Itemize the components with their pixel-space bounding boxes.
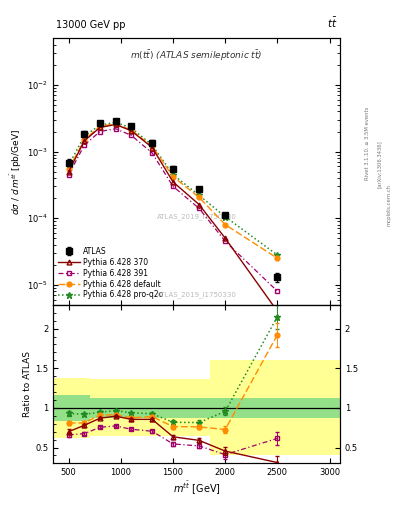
Text: $t\bar{t}$: $t\bar{t}$	[327, 16, 337, 30]
Line: Pythia 6.428 pro-q2o: Pythia 6.428 pro-q2o	[65, 119, 281, 259]
Pythia 6.428 391	[82, 142, 87, 148]
Pythia 6.428 391	[113, 125, 118, 132]
Pythia 6.428 default	[223, 222, 228, 228]
Pythia 6.428 default	[113, 121, 118, 127]
Pythia 6.428 default	[197, 195, 202, 201]
Pythia 6.428 391	[197, 205, 202, 211]
Y-axis label: Ratio to ATLAS: Ratio to ATLAS	[23, 351, 32, 417]
Pythia 6.428 391	[171, 183, 175, 189]
Text: mcplots.cern.ch: mcplots.cern.ch	[387, 184, 391, 226]
Pythia 6.428 370	[150, 144, 154, 151]
Pythia 6.428 370	[66, 168, 71, 175]
Pythia 6.428 default	[275, 255, 280, 261]
Pythia 6.428 pro-q2o	[129, 125, 134, 131]
Text: ATLAS_2019_I1750330: ATLAS_2019_I1750330	[156, 292, 237, 298]
Pythia 6.428 370	[171, 179, 175, 185]
Text: [arXiv:1306.3436]: [arXiv:1306.3436]	[377, 140, 382, 188]
Pythia 6.428 370	[275, 308, 280, 314]
Pythia 6.428 pro-q2o	[113, 119, 118, 125]
Pythia 6.428 pro-q2o	[97, 122, 102, 128]
Pythia 6.428 pro-q2o	[150, 142, 154, 148]
Pythia 6.428 391	[275, 288, 280, 294]
Pythia 6.428 default	[97, 123, 102, 130]
Text: $m(t\bar{t})$ (ATLAS semileptonic $t\bar{t}$): $m(t\bar{t})$ (ATLAS semileptonic $t\bar…	[130, 48, 263, 62]
Pythia 6.428 370	[113, 121, 118, 127]
Y-axis label: $d\sigma$ / $d\,m^{t\bar{t}}$ [pb/GeV]: $d\sigma$ / $d\,m^{t\bar{t}}$ [pb/GeV]	[9, 129, 24, 215]
Pythia 6.428 default	[82, 137, 87, 143]
X-axis label: $m^{t\bar{t}}$ [GeV]: $m^{t\bar{t}}$ [GeV]	[173, 480, 220, 497]
Pythia 6.428 370	[129, 127, 134, 134]
Pythia 6.428 370	[223, 235, 228, 241]
Text: ATLAS_2019_I1750330: ATLAS_2019_I1750330	[156, 214, 237, 220]
Pythia 6.428 pro-q2o	[82, 133, 87, 139]
Pythia 6.428 370	[97, 124, 102, 131]
Line: Pythia 6.428 370: Pythia 6.428 370	[66, 122, 280, 314]
Pythia 6.428 391	[97, 129, 102, 135]
Pythia 6.428 391	[223, 238, 228, 244]
Line: Pythia 6.428 default: Pythia 6.428 default	[66, 121, 280, 261]
Text: Rivet 3.1.10, ≥ 3.5M events: Rivet 3.1.10, ≥ 3.5M events	[365, 106, 370, 180]
Pythia 6.428 pro-q2o	[223, 214, 228, 220]
Pythia 6.428 default	[171, 174, 175, 180]
Pythia 6.428 pro-q2o	[66, 162, 71, 168]
Pythia 6.428 pro-q2o	[171, 172, 175, 178]
Pythia 6.428 391	[66, 172, 71, 178]
Pythia 6.428 391	[129, 132, 134, 138]
Text: 13000 GeV pp: 13000 GeV pp	[56, 20, 125, 30]
Legend: ATLAS, Pythia 6.428 370, Pythia 6.428 391, Pythia 6.428 default, Pythia 6.428 pr: ATLAS, Pythia 6.428 370, Pythia 6.428 39…	[57, 245, 165, 301]
Pythia 6.428 default	[129, 127, 134, 133]
Pythia 6.428 pro-q2o	[197, 193, 202, 199]
Pythia 6.428 370	[82, 138, 87, 144]
Pythia 6.428 pro-q2o	[275, 252, 280, 258]
Pythia 6.428 370	[197, 202, 202, 208]
Line: Pythia 6.428 391: Pythia 6.428 391	[66, 126, 280, 293]
Pythia 6.428 391	[150, 150, 154, 156]
Pythia 6.428 default	[66, 166, 71, 172]
Pythia 6.428 default	[150, 143, 154, 150]
